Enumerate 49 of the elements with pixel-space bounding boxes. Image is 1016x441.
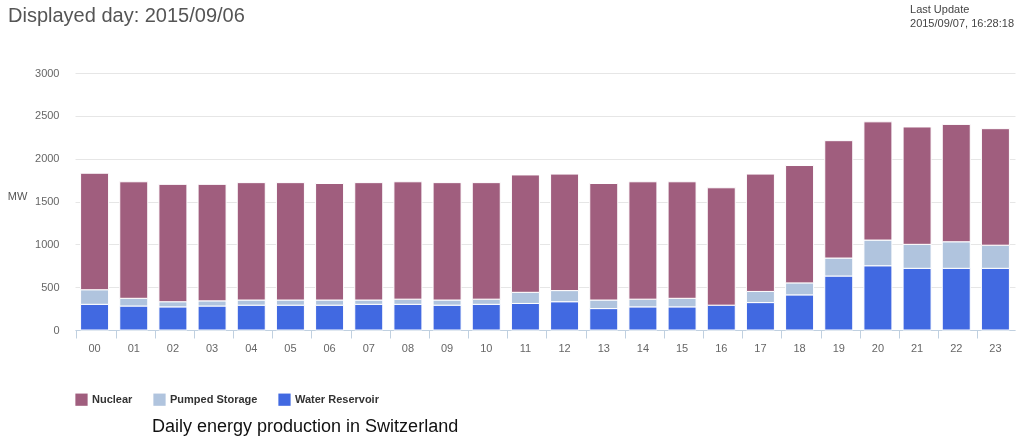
x-tick-label: 05 xyxy=(284,341,297,354)
x-tick-label: 14 xyxy=(636,341,650,354)
bar xyxy=(354,182,384,301)
x-tick-label: 09 xyxy=(440,341,454,354)
x-tick-label: 22 xyxy=(950,341,963,354)
x-tick-label: 12 xyxy=(558,341,571,354)
x-tick-label: 03 xyxy=(205,341,219,354)
x-tick-label: 07 xyxy=(362,341,375,354)
legend-label: Pumped Storage xyxy=(170,392,258,405)
y-tick-label: 500 xyxy=(41,280,60,293)
text: 2015/09/07, 16:28:18 xyxy=(910,16,1014,30)
x-tick-label: 01 xyxy=(127,341,140,354)
x-tick-label: 08 xyxy=(401,341,415,354)
bar xyxy=(158,306,188,331)
text: Last Update xyxy=(910,2,971,16)
x-tick-label: 19 xyxy=(832,341,845,354)
legend-label: Nuclear xyxy=(92,392,134,405)
bar xyxy=(393,303,423,331)
legend-label: Water Reservoir xyxy=(295,392,380,405)
x-tick-label: 18 xyxy=(793,341,806,354)
y-tick-label: 2500 xyxy=(35,109,60,122)
y-tick-label: 0 xyxy=(53,323,60,336)
bar xyxy=(197,305,227,331)
x-tick-label: 20 xyxy=(871,341,885,354)
x-tick-label: 06 xyxy=(323,341,336,354)
y-tick-label: 2000 xyxy=(35,152,60,165)
bar xyxy=(275,304,305,331)
x-tick-label: 11 xyxy=(519,341,532,354)
bar xyxy=(315,304,345,331)
x-tick-label: 00 xyxy=(88,341,101,354)
x-tick-label: 04 xyxy=(245,341,258,354)
text: Daily energy production in Switzerland xyxy=(152,416,459,437)
x-tick-label: 13 xyxy=(597,341,610,354)
bar xyxy=(471,303,501,331)
bar xyxy=(236,304,266,331)
chart-title: Displayed day: 2015/09/06 xyxy=(8,4,245,27)
x-tick-label: 17 xyxy=(754,341,767,354)
y-axis-title: MW xyxy=(7,189,28,202)
y-tick-label: 1500 xyxy=(35,195,60,207)
x-tick-label: 02 xyxy=(166,341,180,354)
x-tick-label: 21 xyxy=(910,341,924,354)
x-tick-label: 23 xyxy=(989,341,1002,354)
x-tick-label: 10 xyxy=(480,341,493,354)
x-tick-label: 15 xyxy=(675,341,689,354)
x-tick-label: 16 xyxy=(715,341,728,354)
y-tick-label: 1000 xyxy=(35,237,60,250)
y-tick-label: 3000 xyxy=(35,66,60,79)
bar xyxy=(354,303,384,331)
bar xyxy=(432,304,462,331)
